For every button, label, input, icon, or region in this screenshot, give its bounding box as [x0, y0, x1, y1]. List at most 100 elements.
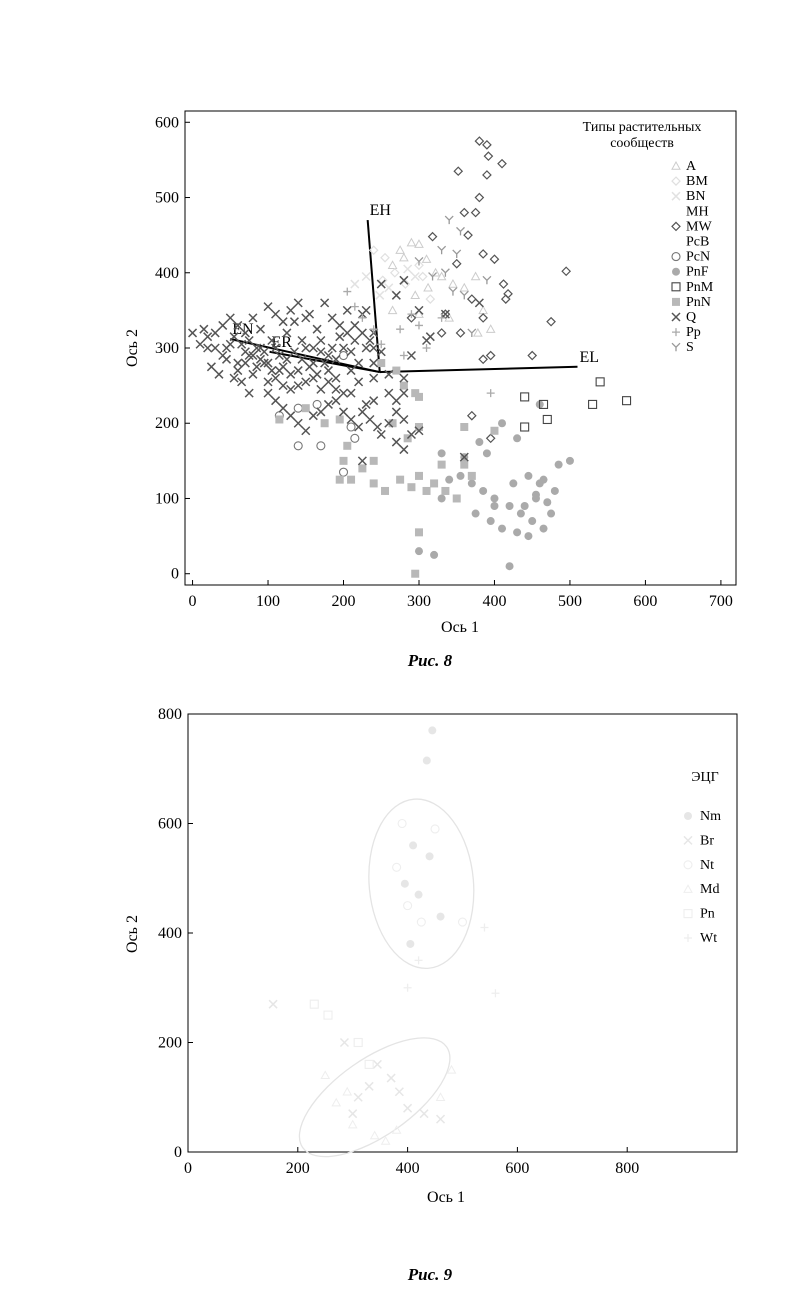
plot2-point-md: [446, 1064, 457, 1074]
plot1-point-q: [384, 369, 394, 379]
plot1-point-q: [233, 320, 243, 330]
plot2-xlabel: Ось 1: [427, 1189, 465, 1206]
plot1-point-q: [399, 275, 409, 285]
plot1-point-s: [456, 226, 465, 236]
plot1-point-pnn: [343, 441, 352, 450]
plot1-point-q: [327, 343, 337, 353]
plot1-points: [188, 136, 632, 578]
plot2-legend-entry-wt: Wt: [700, 931, 717, 946]
plot2-ellipse-2: [298, 1037, 451, 1158]
plot1-point-q: [346, 388, 356, 398]
plot2-legend: ЭЦГ Nm Br Nt Md Pn Wt: [683, 770, 721, 946]
plot1-point-q: [399, 445, 409, 455]
plot1-point-pnf: [471, 509, 480, 518]
plot1-legend-marker-s: [671, 342, 681, 352]
plot1-point-mw: [474, 192, 485, 203]
plot1-point-pcn: [293, 441, 303, 451]
plot1-xtick-label: 500: [558, 593, 582, 610]
plot1-point-mw: [482, 140, 492, 150]
plot1-point-q: [320, 358, 330, 368]
plot1-point-s: [444, 215, 454, 225]
plot1-point-q: [323, 399, 333, 409]
plot1-point-pcn: [312, 399, 322, 409]
plot2-point-br: [364, 1081, 374, 1091]
plot1-point-q: [342, 328, 352, 338]
plot1-point-pcn: [338, 467, 349, 477]
plot1-point-q: [263, 302, 273, 312]
plot2-ytick-label: 600: [158, 816, 182, 833]
plot1-legend-entry-pp: Pp: [686, 325, 701, 340]
plot1-point-a: [485, 324, 496, 333]
plot1-point-pp: [437, 313, 446, 322]
plot1-point-q: [188, 328, 198, 338]
plot1-point-pnn: [422, 486, 431, 495]
plot1-point-q: [354, 377, 364, 387]
plot1-point-q: [323, 377, 333, 387]
plot2-point-nt: [392, 862, 402, 872]
plot1-point-pp: [422, 344, 431, 352]
plot1-legend-entry-pnn: PnN: [686, 295, 711, 310]
plot2-point-pn: [353, 1037, 363, 1048]
plot1-point-q: [346, 366, 356, 376]
plot1-point-pnn: [414, 528, 423, 537]
plot1-point-pnm: [595, 377, 605, 387]
plot1-point-bn: [403, 264, 413, 274]
plot1-point-q: [210, 328, 220, 338]
plot1-point-pnn: [414, 392, 423, 401]
plot1-point-pnf: [524, 471, 533, 480]
plot1-ytick-label: 500: [155, 190, 179, 207]
plot1-point-pp: [369, 325, 378, 334]
plot1-legend-entry-pcn: PcN: [686, 250, 710, 265]
plot1-point-q: [312, 324, 322, 334]
plot1-point-bn: [361, 271, 371, 282]
plot1-point-q: [221, 343, 232, 353]
plot1-point-pnf: [554, 460, 563, 469]
plot2-point-nt: [397, 818, 407, 829]
plot1-point-q: [323, 366, 333, 376]
plot1-point-pnn: [369, 479, 378, 488]
plot1-point-q: [301, 426, 311, 436]
plot1-point-pnn: [411, 569, 420, 578]
plot1-point-mw: [470, 207, 481, 218]
plot1-point-pnm: [538, 399, 549, 409]
plot2-point-md: [342, 1086, 353, 1096]
plot2-point-br: [339, 1037, 349, 1048]
plot1-point-a: [423, 282, 433, 292]
plot2-legend-entry-md: Md: [700, 882, 719, 897]
plot1-vector-label-eh: EH: [370, 202, 392, 219]
plot1-legend-entry-q: Q: [686, 310, 696, 325]
plot2-point-nm: [422, 756, 431, 765]
plot1-point-q: [248, 369, 258, 379]
plot1-point-mw: [497, 158, 507, 169]
plot2-point-nm: [428, 726, 437, 735]
plot1-point-q: [440, 309, 450, 319]
plot2-xtick-label: 0: [184, 1160, 192, 1177]
plot1-point-q: [244, 335, 254, 346]
plot1-point-s: [440, 268, 450, 277]
plot1-point-q: [271, 396, 281, 406]
plot1-point-q: [391, 407, 401, 417]
plot1-point-pnf: [505, 502, 514, 510]
plot1-point-s: [459, 290, 469, 300]
plot1-point-q: [252, 362, 262, 372]
plot1-point-q: [376, 429, 386, 440]
plot1-point-q: [338, 388, 349, 398]
plot1-legend-entry-pnm: PnM: [686, 280, 714, 295]
plot2-point-md: [331, 1097, 342, 1107]
plot2-point-br: [436, 1114, 446, 1124]
plot1-point-mw: [474, 136, 485, 146]
plot1-point-pp: [343, 287, 352, 296]
plot1-xtick-label: 100: [256, 593, 280, 610]
plot1-legend-marker-pnm: [671, 282, 681, 292]
plot1-point-q: [459, 452, 469, 462]
plot1-point-q: [391, 437, 401, 447]
plot1-point-s: [482, 275, 492, 285]
plot1-point-mw: [483, 151, 494, 161]
plot1-point-q: [354, 422, 364, 432]
plot1-ytick-label: 300: [155, 340, 179, 357]
plot1-point-pnf: [505, 562, 514, 571]
plot1-point-q: [357, 456, 367, 466]
plot1-point-pnn: [301, 404, 310, 413]
plot1-point-q: [474, 298, 484, 308]
plot1-point-q: [282, 328, 292, 338]
